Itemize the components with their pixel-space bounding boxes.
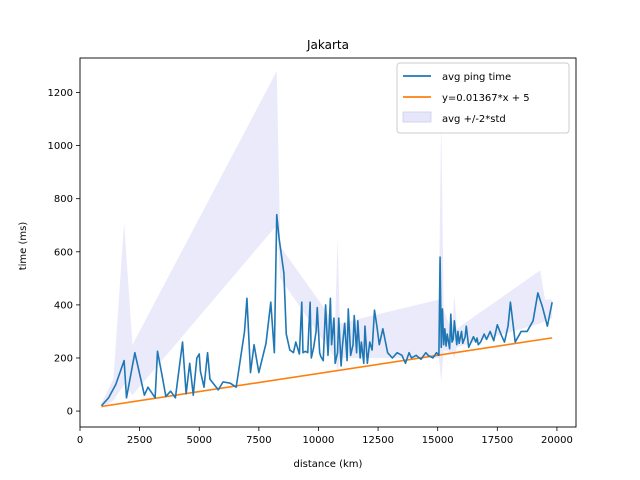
- x-tick-label: 10000: [303, 435, 335, 446]
- x-tick-label: 0: [77, 435, 83, 446]
- axes: 0 2500 5000 7500 10000 12500 15000 17500 20000 0 2…: [48, 57, 577, 446]
- legend: avg ping time y=0.01367*x + 5 avg +/-2*s…: [396, 62, 570, 134]
- y-tick-label: 0: [67, 407, 73, 418]
- legend-label-avg-ping: avg ping time: [442, 72, 511, 83]
- y-tick-label: 800: [54, 194, 73, 205]
- avg-ping-line: [100, 213, 553, 407]
- x-tick-label: 20000: [541, 435, 573, 446]
- y-tick-label: 1200: [48, 88, 73, 99]
- chart-title: Jakarta: [306, 38, 349, 52]
- plot-area: [100, 71, 553, 409]
- x-tick-label: 17500: [481, 435, 513, 446]
- x-tick-label: 2500: [127, 435, 152, 446]
- legend-box: [396, 62, 570, 134]
- x-tick-label: 5000: [187, 435, 212, 446]
- x-axis-label: distance (km): [294, 459, 363, 470]
- x-tick-label: 7500: [246, 435, 271, 446]
- y-tick-label: 200: [54, 353, 73, 364]
- y-tick-label: 1000: [48, 141, 73, 152]
- x-tick-label: 12500: [362, 435, 394, 446]
- axes-frame: [79, 57, 577, 428]
- y-axis-label: time (ms): [18, 222, 29, 271]
- legend-label-fit: y=0.01367*x + 5: [442, 93, 530, 104]
- y-tick-label: 400: [54, 300, 73, 311]
- x-tick-label: 15000: [422, 435, 454, 446]
- fit-line: [101, 337, 553, 408]
- legend-swatch-band: [402, 111, 432, 123]
- legend-label-band: avg +/-2*std: [442, 114, 506, 125]
- y-tick-label: 600: [54, 247, 73, 258]
